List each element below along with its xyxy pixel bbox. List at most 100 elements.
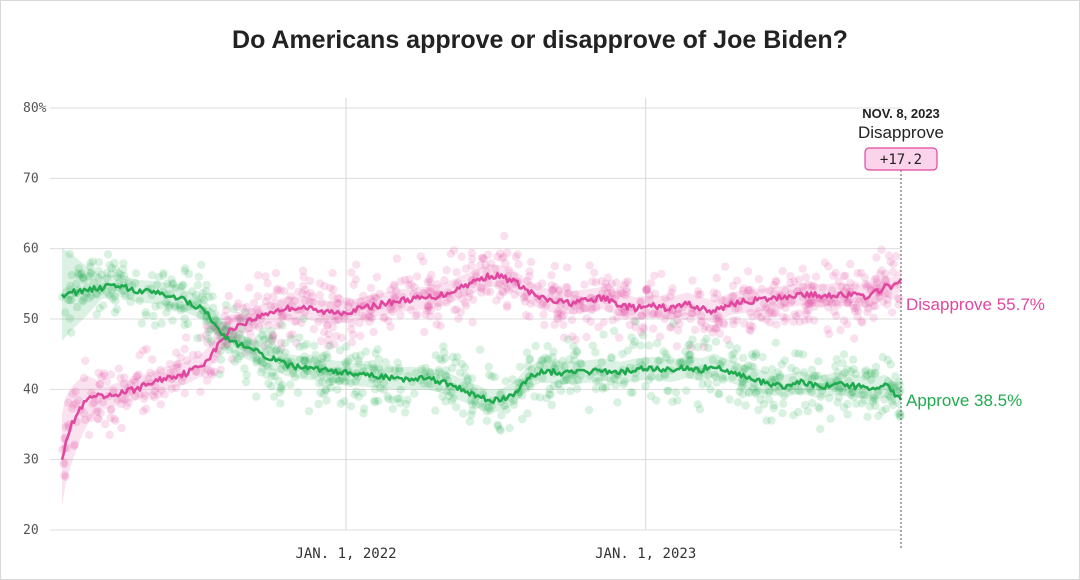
poll-dot	[700, 338, 709, 347]
poll-dot	[311, 350, 320, 360]
poll-dot	[102, 377, 112, 386]
poll-dot	[485, 406, 495, 415]
poll-dot	[235, 329, 244, 339]
poll-dot	[118, 265, 128, 274]
poll-dot	[537, 300, 547, 309]
poll-dot	[377, 368, 387, 377]
poll-dot	[426, 370, 435, 379]
poll-dot	[269, 292, 278, 301]
poll-dot	[731, 304, 740, 313]
poll-dot	[263, 292, 272, 301]
confidence-bands	[62, 248, 901, 507]
poll-dot	[390, 292, 400, 301]
poll-dot	[868, 301, 878, 311]
poll-dot	[630, 316, 639, 326]
poll-dot	[328, 323, 338, 332]
poll-dot	[660, 314, 669, 324]
poll-dot	[187, 287, 197, 296]
poll-dot	[300, 352, 309, 361]
poll-dot	[331, 316, 340, 325]
poll-dot	[298, 266, 308, 275]
poll-dot	[789, 411, 798, 420]
poll-dot	[65, 249, 75, 259]
poll-dot	[326, 301, 335, 310]
poll-dot	[540, 353, 549, 363]
poll-dot	[318, 371, 327, 380]
poll-dot	[346, 354, 356, 363]
poll-dot	[85, 293, 94, 303]
poll-dot	[843, 320, 852, 329]
poll-dot	[86, 259, 95, 268]
poll-dot	[295, 342, 304, 351]
poll-dot	[865, 402, 874, 411]
poll-dot	[91, 407, 101, 416]
poll-dot	[202, 280, 211, 290]
poll-dot	[762, 305, 771, 315]
poll-dot	[295, 333, 304, 342]
poll-dot	[204, 293, 214, 302]
poll-dot	[496, 249, 505, 258]
poll-dot	[748, 312, 757, 321]
poll-dot	[714, 389, 723, 398]
poll-dot	[60, 308, 70, 317]
poll-dot	[843, 399, 852, 409]
poll-dot	[650, 271, 659, 280]
poll-dot	[771, 338, 780, 347]
poll-dot	[325, 341, 335, 350]
poll-dot	[514, 260, 523, 269]
poll-dot	[483, 279, 493, 288]
poll-dot	[300, 356, 310, 365]
poll-dot	[777, 360, 786, 369]
poll-dot	[333, 385, 342, 394]
poll-dot	[272, 286, 282, 295]
poll-dot	[92, 310, 101, 319]
poll-dot	[764, 309, 774, 318]
poll-dot	[252, 353, 261, 362]
poll-dot	[714, 319, 724, 328]
poll-dot	[517, 414, 527, 424]
poll-dot	[581, 304, 590, 313]
latest-annotation[interactable]: NOV. 8, 2023 Disapprove +17.2	[858, 106, 944, 550]
poll-dot	[264, 333, 274, 342]
poll-dot	[787, 385, 797, 395]
poll-dot	[809, 281, 819, 291]
poll-dot	[852, 399, 861, 408]
poll-dot	[815, 404, 824, 413]
poll-dot	[687, 309, 696, 318]
poll-dot	[165, 360, 175, 369]
poll-dot	[346, 402, 356, 411]
poll-dot	[148, 355, 157, 364]
poll-dot	[376, 383, 385, 393]
poll-dot	[293, 388, 303, 397]
poll-dot	[99, 371, 109, 380]
poll-dot	[732, 363, 741, 372]
poll-dot	[782, 314, 791, 323]
poll-dot	[806, 296, 815, 305]
poll-dot	[133, 371, 142, 381]
poll-dot	[879, 297, 888, 306]
poll-dot	[885, 392, 895, 402]
poll-dot	[850, 307, 860, 316]
poll-dot	[880, 395, 889, 404]
poll-dot	[521, 311, 531, 320]
poll-dot	[566, 386, 575, 396]
poll-dot	[272, 321, 282, 330]
poll-dot	[388, 395, 397, 405]
poll-dot	[196, 310, 205, 319]
poll-dot	[292, 317, 301, 326]
poll-dot	[345, 297, 355, 307]
poll-dot	[661, 294, 670, 303]
poll-dot	[169, 367, 178, 377]
poll-dot	[270, 372, 280, 381]
poll-dot	[794, 275, 803, 284]
poll-dot	[299, 281, 308, 291]
poll-dot	[341, 358, 350, 367]
poll-dot	[277, 311, 286, 320]
poll-dot	[277, 313, 287, 322]
poll-dot	[729, 349, 739, 358]
poll-dot	[723, 335, 732, 344]
poll-dot	[592, 377, 601, 386]
poll-dot	[733, 316, 742, 325]
poll-dot	[743, 361, 753, 370]
disapprove-end-label: Disapprove 55.7%	[906, 295, 1045, 314]
